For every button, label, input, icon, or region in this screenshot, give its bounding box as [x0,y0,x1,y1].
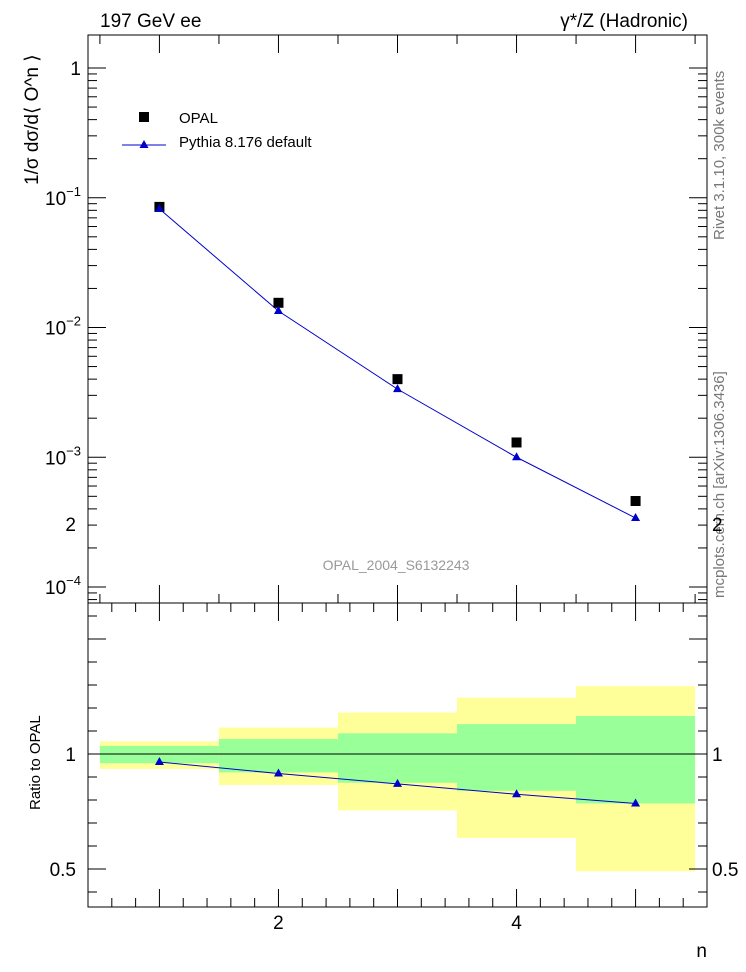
legend-pythia-marker [139,140,149,148]
energy-label: 197 GeV ee [100,11,201,32]
main-y-tick-label: 10−1 [45,184,81,210]
mcplots-label: mcplots.cern.ch [arXiv:1306.3436] [711,371,728,598]
pythia-data-point [631,513,641,522]
pythia-data-point [512,452,522,461]
analysis-watermark: OPAL_2004_S6132243 [323,557,470,573]
legend-opal-marker [139,112,149,122]
x-tick-label: 4 [511,913,522,934]
opal-data-point [630,496,641,507]
ratio-pythia-point [154,757,164,766]
ratio-y-tick-label-right: 1 [712,745,723,766]
ratio-pythia-point [273,768,283,777]
ratio-y-tick-label-left: 0.5 [50,860,76,881]
process-label: γ*/Z (Hadronic) [560,11,688,32]
ratio-y-tick-label-right: 0.5 [712,860,738,881]
rivet-label: Rivet 3.1.10, 300k events [711,71,728,240]
opal-data-point [392,374,403,385]
ratio-band-green [337,733,458,783]
ratio-y-tick-label-left: 1 [65,745,76,766]
ratio-pythia-point [393,778,402,787]
x-axis-label: n [696,941,707,962]
pythia-data-point [393,384,402,393]
ratio-pythia-point [512,789,522,798]
pythia-line [159,208,636,519]
ratio-y-tick-label-left: 2 [65,515,76,536]
ratio-pythia-point [631,798,641,807]
main-y-tick-label: 1 [70,59,81,80]
pythia-data-point [273,306,283,315]
ratio-band-green [457,724,577,791]
main-y-axis-label: 1/σ dσ/d⟨ O^n ⟩ [22,54,43,185]
ratio-y-axis-label: Ratio to OPAL [27,715,44,810]
opal-data-point [511,437,522,448]
legend-opal-label: OPAL [179,110,218,127]
ratio-band-green [576,716,696,804]
ratio-y-tick-label-right: 2 [712,515,723,536]
x-tick-label: 2 [273,913,284,934]
main-y-tick-label: 10−4 [45,573,81,599]
main-y-tick-label: 10−3 [45,443,81,469]
legend-pythia-label: Pythia 8.176 default [179,134,312,151]
legend: OPAL Pythia 8.176 default [122,110,312,151]
ratio-band-green [218,739,338,773]
pythia-data-point [154,203,164,212]
opal-data-point [273,297,284,308]
ratio-band-green [99,745,219,764]
main-y-tick-label: 10−2 [45,314,81,340]
